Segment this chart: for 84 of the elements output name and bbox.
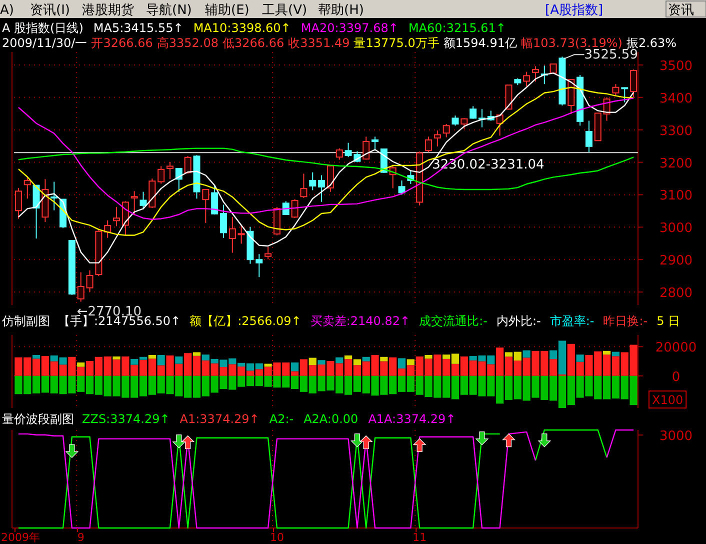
point bbox=[360, 435, 372, 450]
bar bbox=[291, 362, 299, 372]
y-tick-label: 2800 bbox=[659, 286, 693, 302]
x-tick-label: 10 bbox=[270, 531, 284, 544]
series-label: ZZS:3374.29↑ bbox=[82, 412, 170, 426]
bar bbox=[308, 358, 316, 366]
chart-title: 量价波段副图 bbox=[2, 412, 74, 426]
text: 昨日换:- bbox=[603, 314, 648, 328]
bar bbox=[336, 357, 344, 364]
bar bbox=[353, 359, 361, 366]
text: 成交流通比:- bbox=[419, 314, 488, 328]
candlestick bbox=[50, 181, 58, 211]
text: A2:- bbox=[269, 412, 294, 426]
text: 港股期货 bbox=[82, 3, 134, 18]
candlestick bbox=[238, 224, 245, 244]
y-tick-label: 3000 bbox=[659, 221, 693, 236]
bar bbox=[612, 352, 620, 356]
y-axis-title: X100 bbox=[652, 393, 684, 407]
bar bbox=[112, 356, 120, 360]
bar bbox=[318, 360, 326, 364]
text: MA60:3215.61↑ bbox=[408, 21, 506, 35]
y-tick-label: 3100 bbox=[659, 188, 693, 204]
y-tick-label: 3200 bbox=[659, 156, 693, 172]
y-tick-label: 3400 bbox=[659, 91, 693, 106]
x-tick-label: 11 bbox=[412, 531, 427, 544]
candlestick bbox=[113, 206, 120, 227]
series-label: A1A:3374.29↑ bbox=[368, 412, 456, 426]
y-tick-label: 3500 bbox=[659, 58, 693, 74]
text: 额【亿】:2566.09↑ bbox=[190, 314, 302, 328]
text: A2A:0.00 bbox=[304, 412, 358, 426]
text: 工具(V) bbox=[262, 3, 308, 18]
chart-title: A 股指数(日线) bbox=[2, 21, 84, 35]
line-series bbox=[18, 98, 634, 220]
bar bbox=[603, 350, 611, 355]
bar bbox=[32, 355, 40, 359]
point bbox=[413, 438, 426, 452]
point bbox=[350, 434, 364, 448]
text: 资讯 bbox=[668, 3, 694, 18]
line-series bbox=[18, 86, 634, 236]
point bbox=[182, 435, 194, 450]
bar bbox=[398, 358, 406, 368]
y-tick-label: 20000 bbox=[655, 340, 697, 356]
y-tick-label: 3300 bbox=[659, 124, 693, 139]
bar bbox=[148, 355, 156, 359]
text: MA5:3415.55↑ bbox=[93, 21, 184, 35]
text: 5 日 bbox=[656, 314, 680, 328]
text: A1:3374.29↑ bbox=[180, 412, 260, 426]
bar bbox=[424, 355, 432, 359]
text: 内外比:- bbox=[496, 314, 541, 328]
annotation: 3525.59 bbox=[584, 48, 638, 63]
text: 资讯(I) bbox=[30, 3, 70, 18]
line-series bbox=[18, 148, 634, 190]
candlestick bbox=[130, 190, 138, 216]
bar bbox=[406, 359, 414, 366]
candlestick bbox=[228, 216, 236, 254]
candlestick bbox=[256, 254, 263, 278]
point bbox=[502, 433, 516, 448]
x-tick-label: 2009年 bbox=[1, 531, 40, 544]
text: 帮助(H) bbox=[318, 3, 364, 18]
bar bbox=[380, 356, 388, 362]
text: 2009/11/30/一 开3266.66 高3352.08 低3266.66 收3351.49 量13775.0万手 额1594.91亿 幅103.73(3.19%) 振2.63% bbox=[2, 36, 677, 50]
chart-title: 仿制副图 bbox=[1, 314, 50, 328]
bar bbox=[344, 355, 352, 360]
bar bbox=[576, 354, 584, 362]
y-tick-label: 2900 bbox=[659, 254, 693, 269]
point bbox=[476, 432, 488, 446]
text: 市盈率:- bbox=[550, 314, 594, 328]
bar bbox=[175, 356, 183, 364]
bar bbox=[77, 362, 85, 367]
bar bbox=[362, 356, 370, 362]
text: [A股指数] bbox=[545, 3, 604, 18]
bar bbox=[192, 352, 201, 356]
text: 买卖差:2140.82↑ bbox=[310, 314, 410, 328]
bar bbox=[522, 350, 530, 358]
y-tick-label: 0 bbox=[672, 370, 680, 385]
point bbox=[538, 434, 551, 448]
point bbox=[172, 434, 186, 448]
text: MA20:3397.68↑ bbox=[300, 21, 398, 35]
bar bbox=[157, 355, 165, 366]
x-tick-label: 9 bbox=[77, 531, 84, 544]
text: A) bbox=[0, 3, 14, 18]
text: 导航(N) bbox=[146, 3, 192, 18]
text: 辅助(E) bbox=[205, 3, 250, 18]
text: MA10:3398.60↑ bbox=[193, 21, 291, 35]
